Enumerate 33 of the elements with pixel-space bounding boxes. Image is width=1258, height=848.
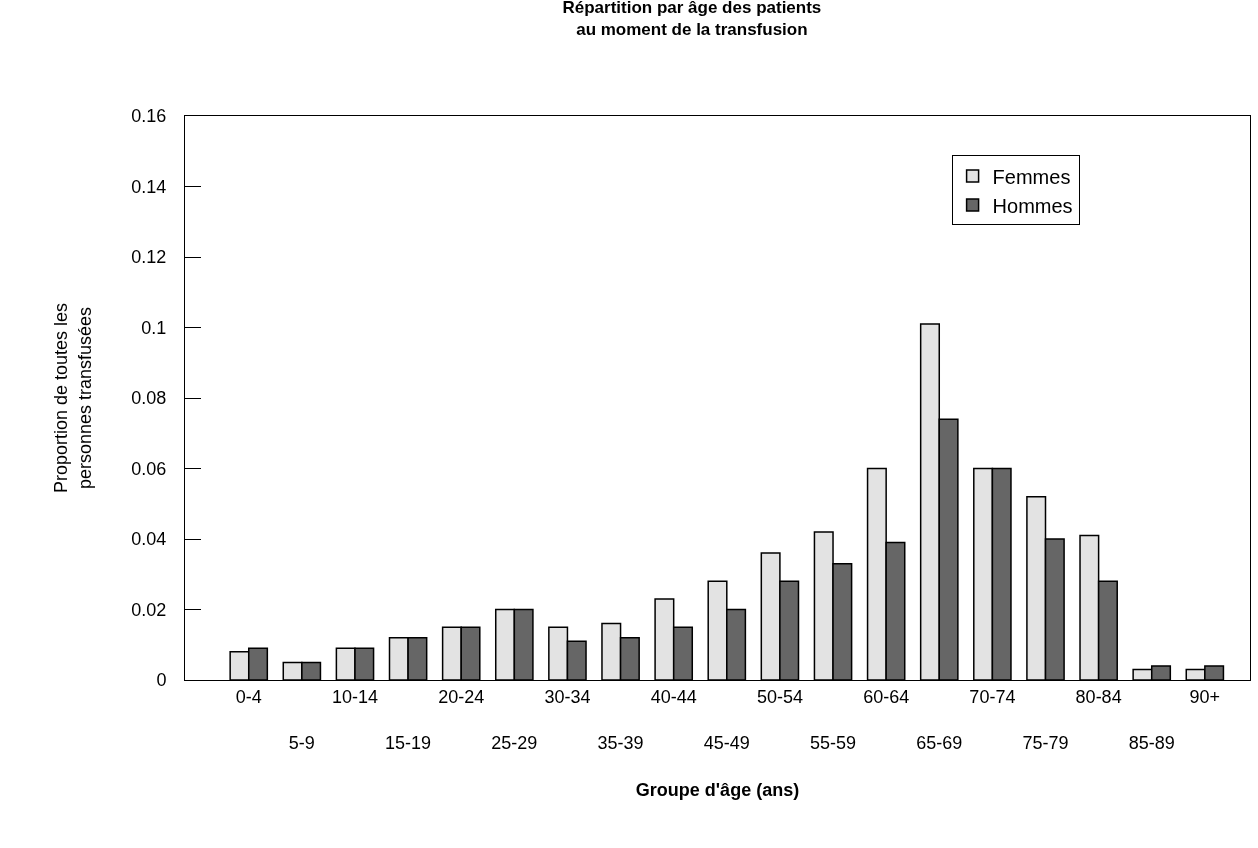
y-tick-label: 0.1 <box>141 317 167 338</box>
x-tick-label: 20-24 <box>438 686 485 707</box>
legend-label: Femmes <box>992 165 1071 188</box>
x-axis-title: Groupe d'âge (ans) <box>635 779 800 800</box>
y-tick-label: 0.06 <box>131 458 167 479</box>
y-tick-label: 0 <box>156 670 167 691</box>
x-tick-label: 75-79 <box>1022 733 1069 754</box>
legend-label: Hommes <box>992 194 1073 217</box>
x-tick-label: 45-49 <box>703 733 750 754</box>
y-tick-label: 0.14 <box>131 176 167 197</box>
y-tick-label: 0.16 <box>131 106 167 127</box>
x-tick-label: 5-9 <box>288 733 315 754</box>
y-tick-label: 0.04 <box>131 529 167 550</box>
y-axis-title: Proportion de toutes les personnes transfusées <box>51 302 95 494</box>
chart-title: Répartition par âge des patients au moment de la transfusion <box>562 0 822 39</box>
x-tick-label: 30-34 <box>544 686 591 707</box>
x-tick-label: 90+ <box>1189 686 1221 707</box>
x-tick-label: 35-39 <box>597 733 644 754</box>
x-tick-label: 60-64 <box>863 686 910 707</box>
x-tick-label: 40-44 <box>650 686 697 707</box>
x-tick-label: 10-14 <box>331 686 378 707</box>
x-tick-label: 55-59 <box>810 733 857 754</box>
x-tick-label: 25-29 <box>491 733 538 754</box>
x-tick-label: 15-19 <box>385 733 432 754</box>
y-tick-label: 0.02 <box>131 599 167 620</box>
x-tick-label: 70-74 <box>969 686 1016 707</box>
y-tick-label: 0.08 <box>131 388 167 409</box>
x-tick-label: 50-54 <box>756 686 803 707</box>
y-tick-label: 0.12 <box>131 247 167 268</box>
x-tick-label: 85-89 <box>1128 733 1175 754</box>
x-tick-label: 80-84 <box>1075 686 1122 707</box>
x-tick-label: 0-4 <box>235 686 262 707</box>
x-tick-label: 65-69 <box>916 733 963 754</box>
